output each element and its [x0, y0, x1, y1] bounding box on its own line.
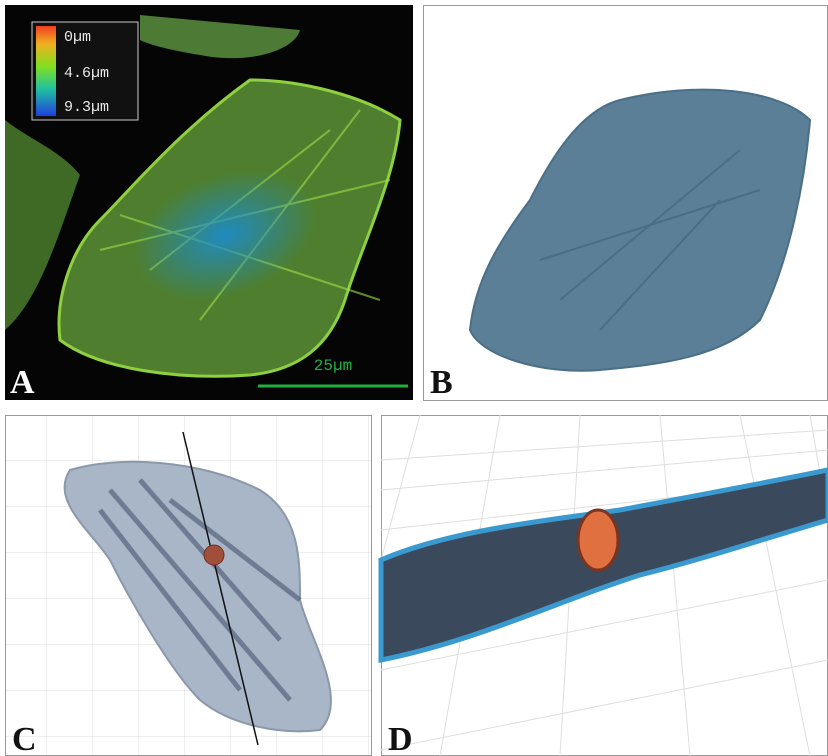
axis-line — [182, 431, 259, 746]
colorbar-label: 4.6µm — [64, 65, 109, 82]
cell-surface — [468, 88, 812, 372]
bead — [203, 544, 225, 566]
colorbar — [36, 26, 56, 116]
panel-label: D — [388, 721, 413, 756]
panel-c: C — [5, 415, 372, 756]
panel-label: C — [12, 721, 37, 756]
panel-a: 0µm 4.6µm 9.3µm 25µm A — [5, 5, 413, 401]
panel-d: D — [378, 414, 828, 756]
scale-bar-label: 25µm — [314, 357, 352, 375]
panel-b: B — [423, 5, 828, 401]
bead — [576, 508, 620, 572]
colorbar-label: 9.3µm — [64, 99, 109, 116]
colorbar-label: 0µm — [64, 29, 91, 46]
neighbor-cell — [140, 15, 300, 59]
surface-texture — [539, 149, 761, 331]
panel-label: B — [430, 364, 453, 401]
panel-label: A — [10, 364, 35, 401]
blue-region — [133, 169, 317, 301]
neighbor-cell — [5, 120, 80, 330]
cell-model — [63, 460, 332, 733]
